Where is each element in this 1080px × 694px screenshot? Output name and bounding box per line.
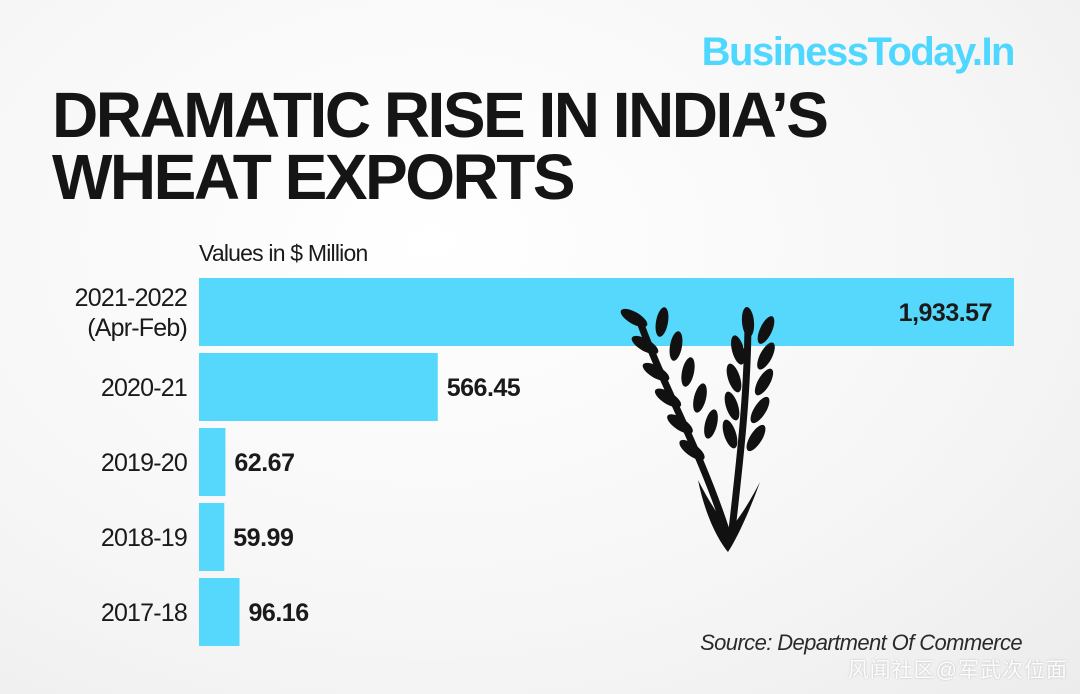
value-label-3: 59.99 [233,524,293,552]
wheat-grain [667,414,693,434]
category-label-4: 2017-18 [101,599,187,627]
wheat-grain [731,335,745,365]
bar-4 [199,578,240,646]
wheat-base [698,480,760,552]
value-label-1: 566.45 [447,374,521,402]
bar-3 [199,503,225,571]
category-label-line: 2021-2022 [75,284,187,312]
wheat-grain [654,388,682,408]
wheat-grain [704,409,718,439]
wheat-grain [741,307,755,337]
wheat-grain [746,424,766,452]
wheat-grain [726,363,742,393]
bar-0 [199,278,1014,346]
wheat-grain [757,342,775,370]
wheat-grain [620,308,648,328]
wheat-grain [642,362,670,382]
value-label-0: 1,933.57 [899,299,992,327]
bar-1 [199,353,438,421]
wheat-grain [681,357,695,387]
wheat-grain [679,439,705,461]
category-label-line: 2020-21 [101,374,187,402]
category-label-2: 2019-20 [101,449,187,477]
category-label-line: 2018-19 [101,524,187,552]
wheat-grain [757,316,775,344]
wheat-grain [754,368,774,396]
wheat-icon [620,307,775,552]
title-line-2: WHEAT EXPORTS [52,141,576,213]
category-label-0: 2021-2022 (Apr-Feb) [75,284,187,342]
wheat-grain [724,391,740,421]
wheat-grain [750,396,770,424]
wheat-grain [693,383,707,413]
value-label-2: 62.67 [234,449,294,477]
category-label-line: 2017-18 [101,599,187,627]
watermark: 风闻社区@军武次位面 [847,659,1068,682]
wheat-grain [669,331,683,361]
wheat-stem-right [728,314,752,534]
wheat-grain [722,419,738,449]
category-label-1: 2020-21 [101,374,187,402]
wheat-grain [631,335,659,355]
category-label-line: (Apr-Feb) [87,314,187,342]
wheat-grain [655,307,669,337]
category-label-3: 2018-19 [101,524,187,552]
source-note: Source: Department Of Commerce [700,630,1023,655]
value-label-4: 96.16 [249,599,309,627]
title-line-1: DRAMATIC RISE IN INDIA’S [52,79,829,151]
units-label: Values in $ Million [199,240,368,266]
page-title: DRAMATIC RISE IN INDIA’S WHEAT EXPORTS [52,79,1032,213]
category-label-line: 2019-20 [101,449,187,477]
bars-layer: 2021-2022 (Apr-Feb) 1,933.57 2020-21 566.45 2… [75,278,1014,646]
bar-2 [199,428,226,496]
brand-logo: BusinessToday.In [701,30,1016,74]
